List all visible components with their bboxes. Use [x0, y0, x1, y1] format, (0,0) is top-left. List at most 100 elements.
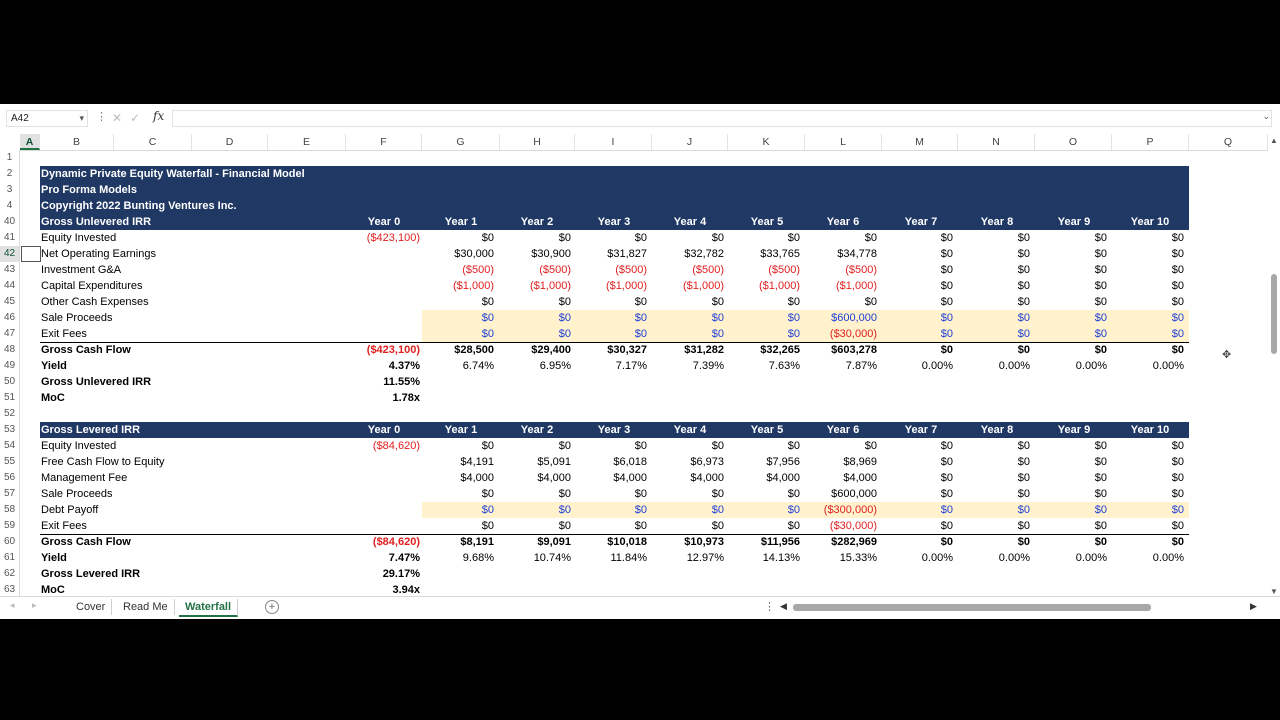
sheet-row[interactable]: 60 Gross Cash Flow ($84,620) $8,191 $9,091 $1… — [0, 534, 1268, 550]
next-sheet-icon[interactable]: ▸ — [32, 600, 37, 610]
cell-value: $0 — [1171, 328, 1184, 340]
sheet-row[interactable]: 48 Gross Cash Flow ($423,100) $28,500 $29,40… — [0, 342, 1268, 358]
row-number[interactable]: 1 — [0, 150, 20, 166]
column-header-l[interactable]: L — [805, 134, 882, 150]
sheet-row[interactable]: 55 Free Cash Flow to Equity $4,191 $5,091 $6… — [0, 454, 1268, 470]
sheet-row[interactable]: 52 — [0, 406, 1268, 422]
row-number[interactable]: 61 — [0, 550, 20, 566]
row-number[interactable]: 54 — [0, 438, 20, 454]
column-header-k[interactable]: K — [728, 134, 805, 150]
scroll-right-icon[interactable]: ▶ — [1250, 601, 1257, 611]
sheet-row[interactable]: 4 Copyright 2022 Bunting Ventures Inc. — [0, 198, 1268, 214]
row-number[interactable]: 55 — [0, 454, 20, 470]
column-header-g[interactable]: G — [422, 134, 500, 150]
sheet-row[interactable]: 43 Investment G&A ($500) ($500) ($500) ($500)… — [0, 262, 1268, 278]
row-number[interactable]: 43 — [0, 262, 20, 278]
row-number[interactable]: 52 — [0, 406, 20, 422]
sheet-row[interactable]: 58 Debt Payoff $0 $0 $0 $0 $0 ($300,000) $0 $0 $0 $… — [0, 502, 1268, 518]
column-header-a[interactable]: A — [20, 134, 40, 150]
row-number[interactable]: 45 — [0, 294, 20, 310]
column-header-i[interactable]: I — [575, 134, 652, 150]
column-header-c[interactable]: C — [114, 134, 192, 150]
row-number[interactable]: 2 — [0, 166, 20, 182]
sheet-row[interactable]: 57 Sale Proceeds $0 $0 $0 $0 $0 $600,000 $0 $0 $0 $… — [0, 486, 1268, 502]
expand-formula-icon[interactable]: ⌄ — [1262, 111, 1270, 121]
selected-cell[interactable] — [21, 246, 41, 262]
prev-sheet-icon[interactable]: ◂ — [10, 600, 15, 610]
sheet-row[interactable]: 50 Gross Unlevered IRR 11.55% — [0, 374, 1268, 390]
scroll-up-icon[interactable]: ▲ — [1270, 136, 1278, 145]
sheet-row[interactable]: 3 Pro Forma Models — [0, 182, 1268, 198]
chevron-down-icon[interactable]: ▾ — [79, 113, 84, 123]
row-number[interactable]: 41 — [0, 230, 20, 246]
name-box[interactable]: A42 ▾ — [6, 110, 88, 127]
column-header-h[interactable]: H — [500, 134, 575, 150]
row-number[interactable]: 51 — [0, 390, 20, 406]
row-number[interactable]: 58 — [0, 502, 20, 518]
column-header-p[interactable]: P — [1112, 134, 1189, 150]
vertical-scrollbar[interactable]: ▲ ▼ — [1268, 134, 1280, 596]
select-all-corner[interactable] — [0, 134, 21, 150]
column-header-j[interactable]: J — [652, 134, 728, 150]
vertical-scroll-thumb[interactable] — [1271, 274, 1277, 354]
sheet-row[interactable]: 49 Yield 4.37% 6.74% 6.95% 7.17% 7.39% 7.63% 7.8… — [0, 358, 1268, 374]
sheet-row[interactable]: 51 MoC 1.78x — [0, 390, 1268, 406]
row-number[interactable]: 48 — [0, 342, 20, 358]
column-header-b[interactable]: B — [40, 134, 114, 150]
tab-read-me[interactable]: Read Me — [117, 599, 175, 615]
row-number[interactable]: 42 — [0, 246, 20, 262]
insert-function-icon[interactable]: fx — [153, 109, 165, 123]
row-number[interactable]: 47 — [0, 326, 20, 342]
add-sheet-icon[interactable]: + — [265, 600, 279, 614]
column-header-q[interactable]: Q — [1189, 134, 1268, 150]
tab-waterfall[interactable]: Waterfall — [179, 599, 239, 617]
scroll-left-icon[interactable]: ◀ — [780, 601, 787, 611]
sheet-row[interactable]: 44 Capital Expenditures ($1,000) ($1,000) ($… — [0, 278, 1268, 294]
row-number[interactable]: 60 — [0, 534, 20, 550]
row-number[interactable]: 50 — [0, 374, 20, 390]
sheet-row[interactable]: 63 MoC 3.94x — [0, 582, 1268, 596]
column-header-e[interactable]: E — [268, 134, 346, 150]
cell-value: $4,000 — [766, 472, 800, 484]
row-number[interactable]: 63 — [0, 582, 20, 596]
row-number[interactable]: 44 — [0, 278, 20, 294]
row-number[interactable]: 46 — [0, 310, 20, 326]
column-header-d[interactable]: D — [192, 134, 268, 150]
scroll-down-icon[interactable]: ▼ — [1270, 587, 1278, 596]
row-number[interactable]: 4 — [0, 198, 20, 214]
enter-icon[interactable]: ✓ — [130, 111, 141, 125]
formula-input[interactable] — [172, 110, 1272, 127]
column-header-o[interactable]: O — [1035, 134, 1112, 150]
tab-cover[interactable]: Cover — [70, 599, 113, 615]
sheet-row[interactable]: 61 Yield 7.47% 9.68% 10.74% 11.84% 12.97% 14.13… — [0, 550, 1268, 566]
more-icon[interactable]: ⋮ — [96, 111, 107, 123]
sheet-row[interactable]: 62 Gross Levered IRR 29.17% — [0, 566, 1268, 582]
split-handle-icon[interactable]: ⋮ — [764, 601, 775, 613]
horizontal-scroll-thumb[interactable] — [793, 604, 1151, 611]
cancel-icon[interactable]: ✕ — [112, 111, 123, 125]
column-header-n[interactable]: N — [958, 134, 1035, 150]
row-number[interactable]: 49 — [0, 358, 20, 374]
row-number[interactable]: 56 — [0, 470, 20, 486]
sheet-row[interactable]: 2 Dynamic Private Equity Waterfall - Fina… — [0, 166, 1268, 182]
sheet-row[interactable]: 46 Sale Proceeds $0 $0 $0 $0 $0 $600,000 $0 $0 $0 $… — [0, 310, 1268, 326]
sheet-row[interactable]: 42 Net Operating Earnings $30,000 $30,900 $3… — [0, 246, 1268, 262]
column-header-m[interactable]: M — [882, 134, 958, 150]
sheet-row[interactable]: 41 Equity Invested ($423,100) $0 $0 $0 $0 $0 $0 $… — [0, 230, 1268, 246]
row-number[interactable]: 62 — [0, 566, 20, 582]
sheet-row[interactable]: 54 Equity Invested ($84,620) $0 $0 $0 $0 $0 $0 $0… — [0, 438, 1268, 454]
sheet-grid[interactable]: 1 2 Dynamic Private Equity Waterfall - Fin… — [0, 150, 1268, 596]
sheet-row[interactable]: 56 Management Fee $4,000 $4,000 $4,000 $4,000… — [0, 470, 1268, 486]
row-number[interactable]: 53 — [0, 422, 20, 438]
sheet-row[interactable]: 1 — [0, 150, 1268, 166]
sheet-row[interactable]: 53 Gross Levered IRR Year 0 Year 1 Year 2 Yea… — [0, 422, 1268, 438]
row-number[interactable]: 59 — [0, 518, 20, 534]
sheet-row[interactable]: 47 Exit Fees $0 $0 $0 $0 $0 ($30,000) $0 $0 $0 $0 — [0, 326, 1268, 342]
sheet-row[interactable]: 45 Other Cash Expenses $0 $0 $0 $0 $0 $0 $0 $0 $0 $… — [0, 294, 1268, 310]
sheet-row[interactable]: 59 Exit Fees $0 $0 $0 $0 $0 ($30,000) $0 $0 $0 $0 — [0, 518, 1268, 534]
row-number[interactable]: 40 — [0, 214, 20, 230]
sheet-row[interactable]: 40 Gross Unlevered IRR Year 0 Year 1 Year 2 Y… — [0, 214, 1268, 230]
row-number[interactable]: 57 — [0, 486, 20, 502]
row-number[interactable]: 3 — [0, 182, 20, 198]
column-header-f[interactable]: F — [346, 134, 422, 150]
